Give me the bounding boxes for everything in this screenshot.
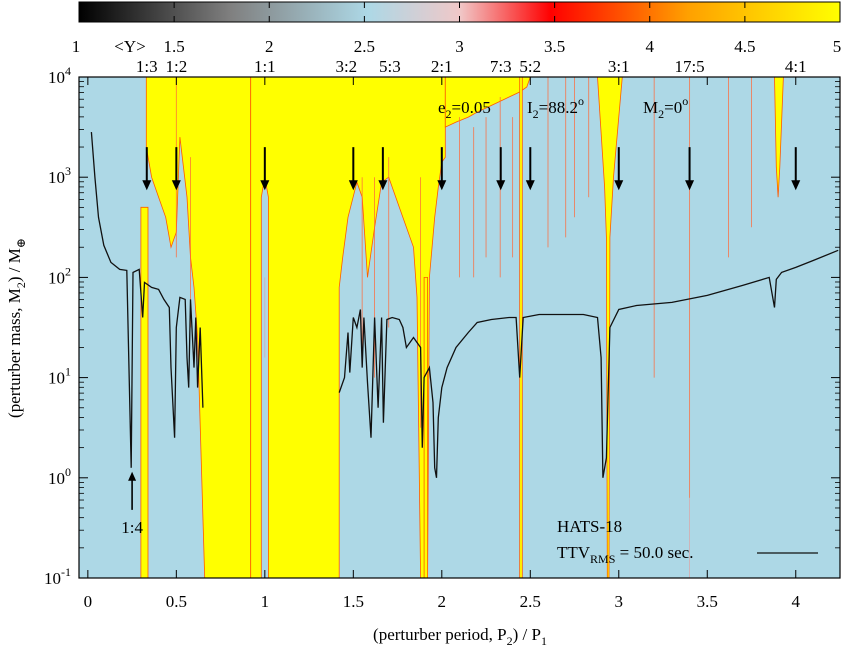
resonance-arrow-head <box>791 180 801 191</box>
param-m2: M2=0o <box>643 94 688 121</box>
x-tick-label: 0.5 <box>166 592 187 611</box>
resonance-arrow-head <box>378 180 388 191</box>
colorbar: 1 1.5 2 2.5 3 3.5 4 4.5 5 <Y> <box>72 1 842 56</box>
resonance-labels: 1:3 1:2 1:1 3:2 5:3 2:1 7:3 5:2 3:1 17:5 4:1 1:4 <box>121 57 806 537</box>
param-e2: e2=0.05 <box>438 98 491 121</box>
resonance-label: 3:1 <box>608 57 630 76</box>
colorbar-tick-label: 1.5 <box>164 37 185 56</box>
x-tick-label: 1.5 <box>343 592 364 611</box>
x-tick-label: 4 <box>792 592 801 611</box>
y-tick-label: 102 <box>48 264 71 287</box>
y-tick-label: 103 <box>48 164 71 187</box>
resonance-arrow-head <box>348 180 358 191</box>
unstable-region-outer <box>444 77 531 128</box>
x-tick-label: 3.5 <box>697 592 718 611</box>
ttv-curve <box>90 132 839 478</box>
legend: TTVRMS = 50.0 sec. <box>557 543 818 566</box>
resonance-label: 7:3 <box>490 57 512 76</box>
resonance-label: 1:3 <box>136 57 158 76</box>
system-name: HATS-18 <box>557 517 622 536</box>
unstable-strip-13 <box>140 206 149 578</box>
heatmap-area <box>79 77 840 578</box>
resonance-label: 5:3 <box>379 57 401 76</box>
colorbar-tick-label: 5 <box>833 37 842 56</box>
y-tick-label: 100 <box>48 465 71 488</box>
resonance-arrow-head <box>171 180 181 191</box>
unstable-strip-2 <box>423 277 428 578</box>
resonance-arrow-head <box>260 180 270 191</box>
resonance-label-14: 1:4 <box>121 518 143 537</box>
resonance-label: 5:2 <box>519 57 541 76</box>
colorbar-tick-label: 2 <box>265 37 274 56</box>
resonance-label: 17:5 <box>674 57 704 76</box>
colorbar-label: <Y> <box>114 37 145 56</box>
legend-label: TTVRMS = 50.0 sec. <box>557 543 693 566</box>
colorbar-tick-label: 3 <box>455 37 464 56</box>
unstable-strip-52 <box>519 77 523 578</box>
unstable-region-middle <box>250 77 446 578</box>
y-tick-label: 101 <box>48 365 71 388</box>
y-tick-label: 10-1 <box>44 565 71 588</box>
y-axis-title: (perturber mass, M2) / M⊕ <box>5 238 28 418</box>
resonance-label: 1:2 <box>165 57 187 76</box>
resonance-label: 4:1 <box>785 57 807 76</box>
resonance-arrow-head <box>496 180 506 191</box>
plot-frame <box>78 76 841 579</box>
colorbar-tick-label: 2.5 <box>354 37 375 56</box>
x-tick-label: 3 <box>615 592 624 611</box>
colorbar-tick-label: 4 <box>646 37 655 56</box>
x-tick-label: 0 <box>84 592 93 611</box>
colorbar-tick-label: 3.5 <box>544 37 565 56</box>
colorbar-tick-label: 1 <box>72 37 81 56</box>
resonance-label: 3:2 <box>335 57 357 76</box>
colorbar-ticks: 1 1.5 2 2.5 3 3.5 4 4.5 5 <box>72 2 842 56</box>
unstable-region-inner <box>145 77 252 578</box>
parameter-annotations: e2=0.05 I2=88.2o M2=0o <box>438 94 688 121</box>
resonance-arrows <box>128 147 801 510</box>
resonance-label: 2:1 <box>431 57 453 76</box>
x-tick-label: 1 <box>261 592 270 611</box>
y-tick-label: 104 <box>48 64 71 87</box>
y-axis: 10-1 100 101 102 103 104 <box>44 64 840 588</box>
resonance-arrow-head <box>685 180 695 191</box>
unstable-funnel-41 <box>774 77 784 198</box>
resonance-arrow-head <box>142 180 152 191</box>
resonance-arrow-head <box>614 180 624 191</box>
resonance-label: 1:1 <box>254 57 276 76</box>
x-tick-label: 2 <box>438 592 447 611</box>
x-axis-title: (perturber period, P2) / P1 <box>373 625 547 648</box>
resonance-arrow-head <box>525 180 535 191</box>
param-i2: I2=88.2o <box>527 94 584 121</box>
resonance-arrow-head <box>437 180 447 191</box>
x-axis: 0 0.5 1 1.5 2 2.5 3 3.5 4 <box>84 77 801 611</box>
colorbar-tick-label: 4.5 <box>734 37 755 56</box>
unstable-regions <box>140 77 784 578</box>
x-tick-label: 2.5 <box>520 592 541 611</box>
unstable-funnel-31 <box>597 77 623 578</box>
resonance-arrow-14-head <box>128 471 137 481</box>
